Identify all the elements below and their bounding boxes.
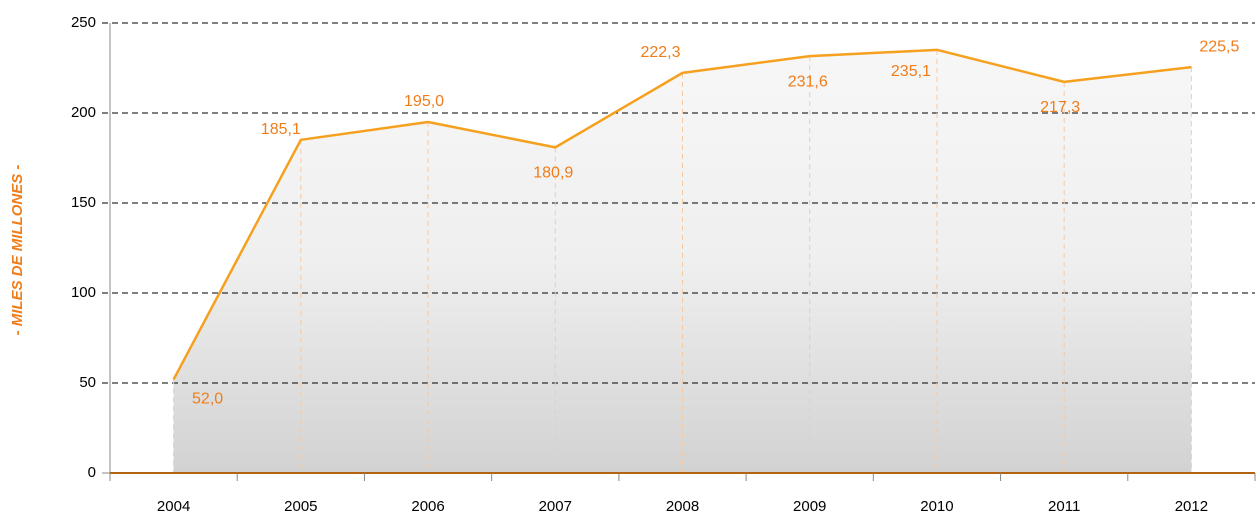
x-tick-label: 2007 bbox=[539, 498, 572, 515]
y-tick-label: 0 bbox=[88, 464, 96, 481]
x-tick-label: 2008 bbox=[666, 498, 699, 515]
y-tick-label: 50 bbox=[79, 374, 96, 391]
y-tick-label: 150 bbox=[71, 194, 96, 211]
y-axis-label: - MILES DE MILLONES - bbox=[9, 165, 26, 336]
value-label: 225,5 bbox=[1199, 38, 1239, 55]
value-label: 231,6 bbox=[788, 73, 828, 90]
x-tick-label: 2011 bbox=[1048, 498, 1080, 515]
value-label: 52,0 bbox=[192, 391, 223, 408]
value-label: 222,3 bbox=[640, 44, 680, 61]
x-tick-label: 2004 bbox=[157, 498, 190, 515]
x-tick-label: 2012 bbox=[1175, 498, 1208, 515]
x-tick-label: 2005 bbox=[284, 498, 317, 515]
line bbox=[172, 48, 1192, 380]
value-label: 195,0 bbox=[404, 93, 444, 110]
x-tick-label: 2009 bbox=[793, 498, 826, 515]
value-label: 180,9 bbox=[533, 165, 573, 182]
x-tick-label: 2010 bbox=[920, 498, 953, 515]
value-label: 235,1 bbox=[891, 63, 931, 80]
value-label: 217,3 bbox=[1040, 99, 1080, 116]
y-tick-label: 250 bbox=[71, 14, 96, 31]
y-tick-label: 200 bbox=[71, 104, 96, 121]
y-tick-label: 100 bbox=[71, 284, 96, 301]
x-tick-label: 2006 bbox=[411, 498, 444, 515]
value-label: 185,1 bbox=[261, 121, 301, 138]
